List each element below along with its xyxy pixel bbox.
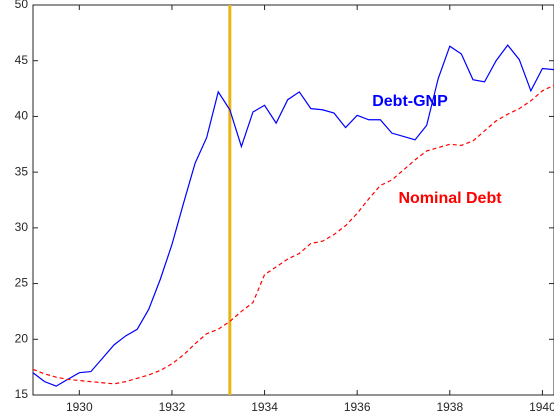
y-tick-label: 15	[15, 387, 29, 401]
series-label: Debt-GNP	[372, 93, 448, 110]
y-tick-label: 25	[15, 276, 29, 290]
y-tick-label: 20	[15, 331, 29, 345]
series-line	[32, 44, 554, 387]
x-tick-label: 1938	[436, 400, 463, 414]
x-tick-label: 1936	[344, 400, 371, 414]
y-tick-label: 40	[15, 109, 29, 123]
x-tick-label: 1932	[159, 400, 186, 414]
series-line	[32, 84, 554, 385]
y-tick-label: 30	[15, 220, 29, 234]
y-tick-label: 35	[15, 164, 29, 178]
y-tick-label: 45	[15, 53, 29, 67]
series-label: Nominal Debt	[398, 190, 502, 207]
x-tick-label: 1940	[529, 400, 554, 414]
plot-area	[32, 4, 554, 396]
x-tick-label: 1934	[251, 400, 278, 414]
y-tick-label: 50	[15, 0, 29, 11]
x-tick-label: 1930	[66, 400, 93, 414]
